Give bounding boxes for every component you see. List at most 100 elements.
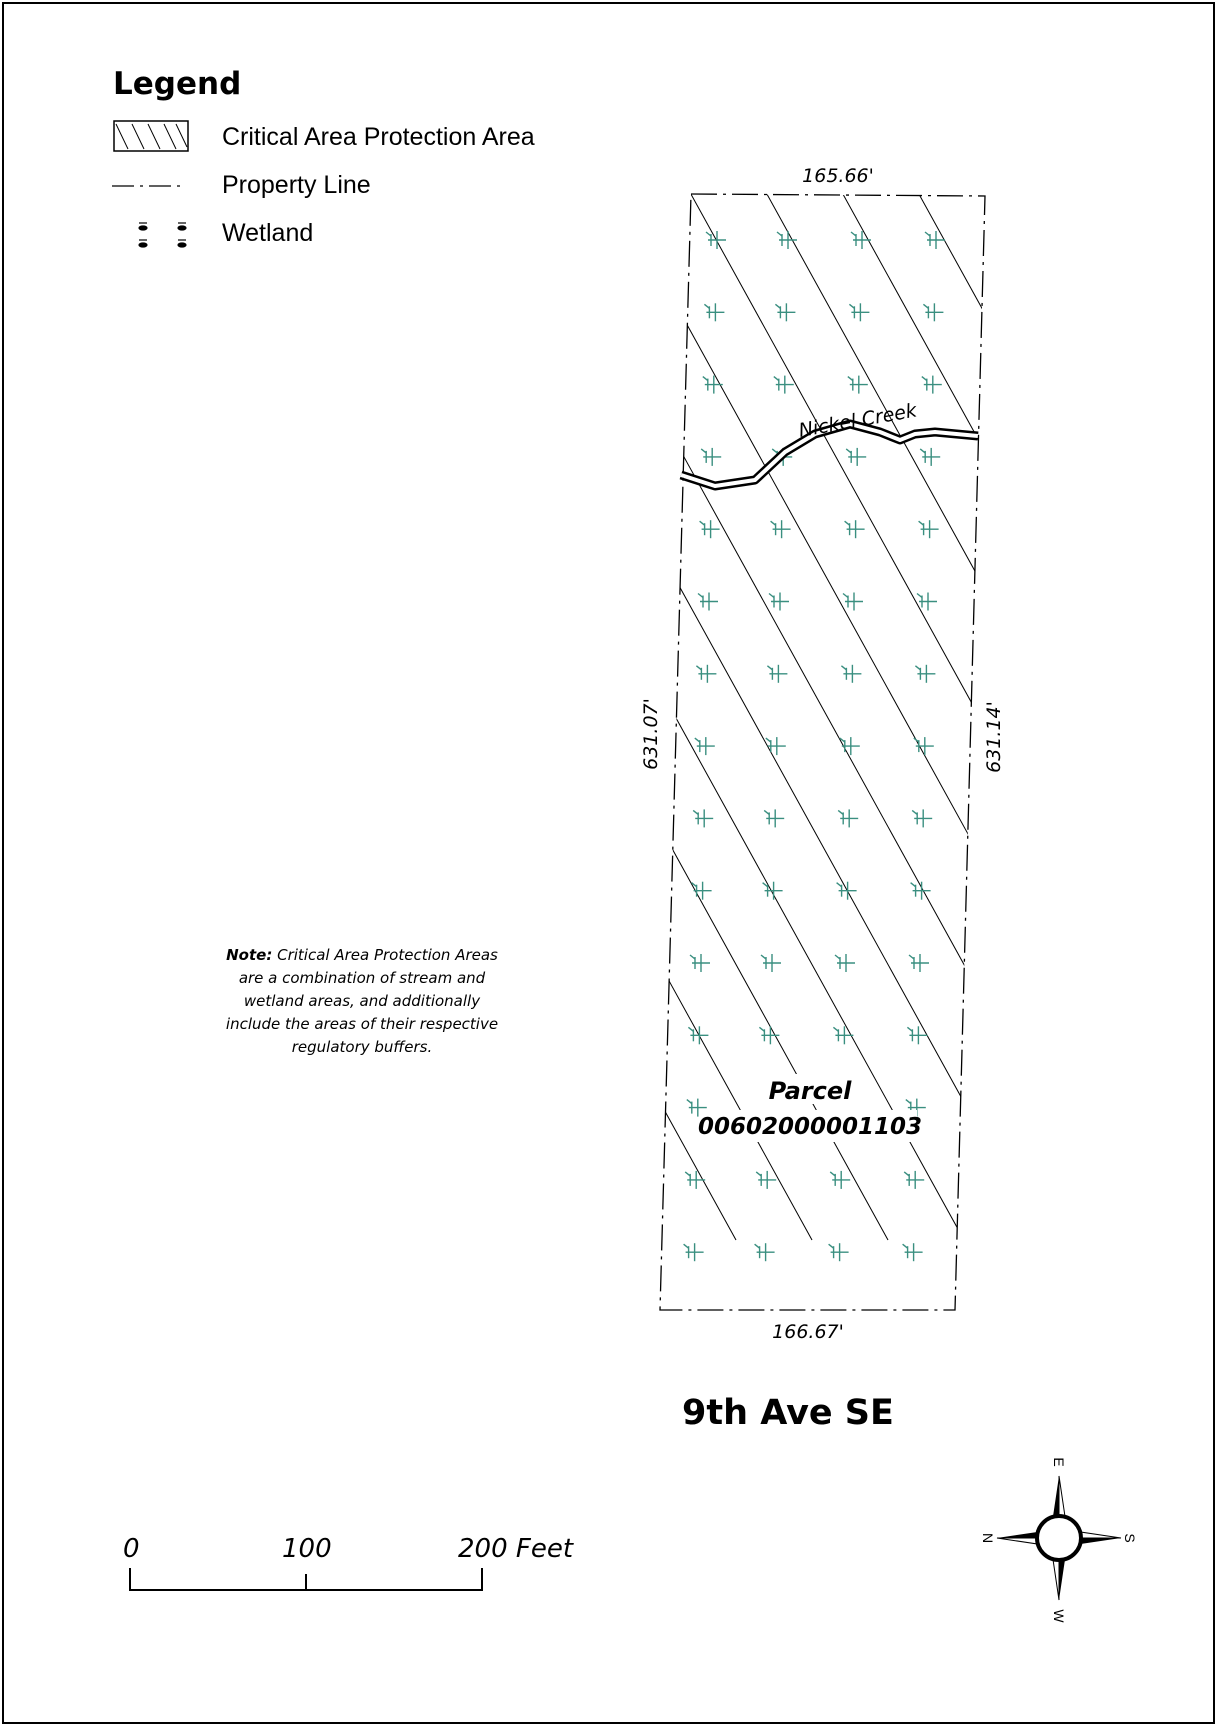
hatch-line (660, 194, 985, 1241)
note-line-1: Note: Critical Area Protection Areas (226, 946, 498, 964)
wetland-symbol (908, 954, 929, 972)
street-label: 9th Ave SE (682, 1393, 894, 1433)
nickel-creek-stream (679, 419, 979, 491)
scale-label-0: 0 (123, 1534, 140, 1564)
wetland-symbol (699, 520, 720, 539)
wetland-symbol (695, 664, 717, 683)
compass-label-up: E (1051, 1457, 1067, 1466)
compass-label-left: N (980, 1533, 996, 1543)
hatch-line (660, 194, 965, 1241)
wetland-symbol (914, 664, 936, 683)
legend: Legend Critical Area Protection Area Pro… (112, 66, 535, 248)
wetland-symbol (683, 1243, 704, 1262)
wetland-symbol (773, 375, 794, 394)
wetland-symbol (758, 1026, 780, 1045)
wetland-symbol (702, 375, 723, 394)
wetland-symbol (848, 303, 870, 322)
scale-label-200-feet: 200 Feet (458, 1534, 574, 1564)
legend-item-wetland-label: Wetland (222, 219, 313, 247)
hatch-line (0, 80, 52, 1240)
note-line-5: regulatory buffers. (292, 1038, 433, 1056)
wetland-symbol (829, 1170, 851, 1189)
legend-item-critical-area-label: Critical Area Protection Area (222, 123, 535, 151)
compass-label-down: W (1051, 1609, 1067, 1623)
dimension-right-label: 631.14' (983, 701, 1005, 773)
wetland-symbol (911, 809, 933, 828)
wetland-symbol (776, 231, 797, 249)
parcel-label-line2: 00602000001103 (698, 1114, 922, 1140)
wetland-symbol (689, 954, 710, 972)
note: Note: Critical Area Protection Areas are… (226, 946, 498, 1056)
note-line-2: are a combination of stream and (239, 969, 486, 987)
critical-area-hatch (0, 80, 985, 1241)
wetland-symbol (754, 1243, 775, 1262)
wetland-symbol (762, 881, 783, 900)
wetland-symbol (766, 664, 788, 683)
wetland-symbol (760, 954, 781, 972)
wetland-symbol (834, 954, 855, 972)
wetland-symbol (906, 1026, 928, 1045)
legend-title: Legend (113, 66, 241, 102)
wetland-symbol (902, 1243, 923, 1262)
note-line-1-text: Critical Area Protection Areas (272, 946, 498, 964)
wetland-symbol (844, 520, 865, 539)
wetland-symbol (924, 231, 945, 249)
wetland-symbol (700, 447, 722, 466)
hatch-line (660, 194, 985, 1241)
wetland-symbol-icon (138, 222, 187, 248)
wetland-symbol (842, 592, 863, 611)
wetland-symbol (922, 303, 944, 322)
wetland-symbol (918, 520, 939, 539)
hatch-line (660, 194, 737, 1241)
hatch-line (660, 194, 889, 1241)
hatch-line (0, 80, 584, 1240)
wetland-symbol (686, 1098, 707, 1117)
wetland-symbols (683, 231, 945, 1262)
wetland-symbol (703, 303, 725, 322)
scale-label-100: 100 (282, 1534, 332, 1564)
hatch-line (0, 80, 356, 1240)
hatch-line (855, 194, 985, 1241)
wetland-symbol (919, 447, 941, 466)
hatch-line (0, 80, 204, 1240)
wetland-symbol (697, 592, 718, 611)
wetland-symbol (774, 303, 796, 322)
wetland-symbol (913, 737, 934, 756)
compass-label-right: S (1122, 1533, 1138, 1542)
note-line-4: include the areas of their respective (226, 1015, 498, 1033)
parcel-label-line1: Parcel (769, 1077, 853, 1105)
wetland-symbol (837, 809, 859, 828)
wetland-symbol (836, 881, 857, 900)
wetland-symbol (684, 1170, 706, 1189)
scale-bar: 0 100 200 Feet (123, 1534, 574, 1591)
hatch-line (660, 194, 813, 1241)
wetland-symbol (755, 1170, 777, 1189)
parcel-label: Parcel 00602000001103 (698, 1074, 922, 1142)
wetland-symbol (687, 1026, 709, 1045)
dimension-left-label: 631.07' (640, 698, 662, 770)
hatch-line (0, 80, 280, 1240)
wetland-symbol (770, 520, 791, 539)
wetland-symbol (694, 737, 715, 756)
wetland-symbol (840, 664, 862, 683)
hatch-line (0, 80, 432, 1240)
wetland-symbol (828, 1243, 849, 1262)
hatch-line (0, 80, 508, 1240)
wetland-symbol (691, 881, 712, 900)
note-line-3: wetland areas, and additionally (244, 992, 481, 1010)
dimension-bottom-label: 166.67' (772, 1321, 844, 1343)
legend-item-property-line-label: Property Line (222, 171, 371, 199)
wetland-symbol (847, 375, 868, 394)
hatch-swatch-icon (113, 120, 189, 152)
wetland-symbol (832, 1026, 854, 1045)
dimension-top-label: 165.66' (802, 165, 874, 187)
note-bold-prefix: Note: (226, 946, 272, 964)
wetland-symbol (845, 447, 867, 466)
wetland-symbol (839, 737, 860, 756)
wetland-symbol (916, 592, 937, 611)
hatch-line (660, 194, 985, 1241)
hatch-line (660, 194, 661, 1241)
wetland-symbol (692, 809, 714, 828)
